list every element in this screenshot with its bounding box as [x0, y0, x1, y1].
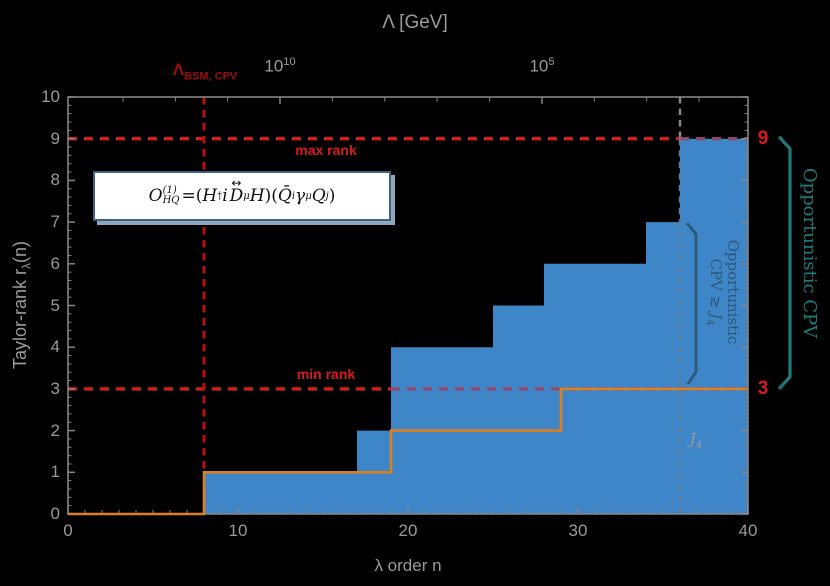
- eq-sup-mu: μ: [305, 190, 312, 202]
- eq-D-arrow: ↔ D: [229, 176, 244, 206]
- y-label-text: Taylor-rank r: [10, 268, 30, 370]
- tick-exponent: 10: [283, 56, 296, 68]
- x-tick-label: 0: [63, 521, 73, 540]
- leftrightarrow-icon: ↔: [231, 176, 242, 190]
- y-tick-label: 8: [50, 170, 60, 190]
- opportunistic-cpv-label: Opportunistic CPV: [799, 167, 820, 339]
- eq-H2: H: [249, 186, 265, 206]
- y-tick-label: 7: [50, 212, 60, 232]
- eq-O: O: [148, 186, 163, 206]
- eq-i: i: [222, 186, 228, 206]
- y-tick-label: 5: [50, 295, 60, 315]
- eq-parens: )(: [264, 186, 278, 206]
- y-tick-label: 2: [50, 420, 60, 440]
- cpv-text: CPV: [707, 258, 725, 296]
- y-tick-label: 0: [50, 504, 60, 523]
- y-tick-label: 6: [50, 253, 60, 273]
- lambda-symbol: Λ: [172, 60, 185, 79]
- max-rank-label: max rank: [295, 142, 357, 158]
- x-axis-label: λ order n: [374, 556, 442, 575]
- opportunistic-cpv-j4-label: Opportunistic CPV ≳ J4: [704, 217, 742, 367]
- eq-sub-j: j: [325, 190, 329, 202]
- eq-dagger: †: [217, 190, 223, 202]
- eq-D: D: [229, 186, 244, 206]
- eq-paren: (: [195, 186, 203, 206]
- eq-O-scripts: (1) HQ: [163, 186, 180, 206]
- eq-O-sup: (1): [162, 185, 177, 196]
- x-tick-label: 40: [738, 521, 758, 540]
- gtrsim-symbol: ≳: [707, 295, 725, 309]
- eq-gamma: γ: [295, 186, 306, 206]
- j-subscript: 4: [704, 319, 715, 326]
- y-tick-label: 4: [50, 337, 60, 357]
- y-label-suffix: (n): [10, 240, 30, 263]
- tick-exponent: 5: [548, 56, 555, 68]
- eq-equals: =: [181, 186, 196, 206]
- eq-O-sub: HQ: [162, 195, 180, 206]
- y-tick-label: 3: [50, 378, 60, 398]
- j-symbol: J: [689, 430, 696, 448]
- bsm-cpv-subscript: BSM, CPV: [184, 70, 238, 83]
- y-tick-label: 9: [50, 128, 60, 148]
- min-rank-label: min rank: [296, 366, 356, 382]
- opp-line1: Opportunistic: [724, 239, 742, 345]
- eq-Q: Q: [311, 186, 326, 206]
- eq-sub-i: i: [291, 190, 296, 202]
- j-subscript: 4: [695, 440, 703, 451]
- top-tick-label-1e5: 105: [507, 56, 577, 77]
- opp-line2: CPV ≳ J4: [701, 217, 725, 367]
- x-tick-label: 10: [228, 521, 248, 540]
- top-tick-label-1e10: 1010: [245, 56, 315, 77]
- right-max-rank-value: 9: [757, 128, 769, 149]
- eq-H: H: [202, 186, 218, 206]
- y-tick-label: 1: [50, 462, 60, 482]
- x-tick-label: 20: [398, 521, 418, 540]
- right-min-rank-value: 3: [757, 378, 769, 399]
- top-axis-title: Λ [GeV]: [382, 12, 448, 33]
- bsm-cpv-scale-label: ΛBSM, CPV: [158, 60, 252, 82]
- tick-base: 10: [264, 56, 284, 76]
- y-tick-label: 10: [41, 87, 60, 106]
- eq-mu: μ: [243, 190, 250, 202]
- eq-paren-close: ): [328, 186, 336, 206]
- tick-base: 10: [529, 56, 549, 76]
- j-symbol: J: [707, 308, 725, 320]
- eq-Qbar: Q̄: [277, 186, 292, 206]
- j4-line-label: J4: [676, 430, 716, 451]
- x-tick-label: 30: [568, 521, 588, 540]
